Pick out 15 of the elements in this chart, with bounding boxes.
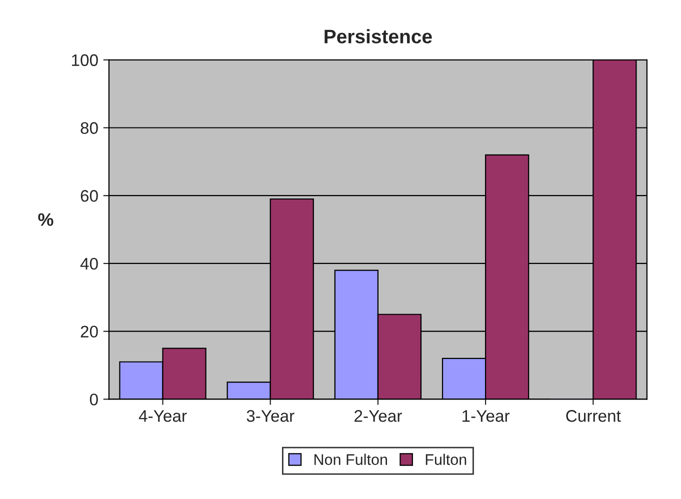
x-tick-label: 2-Year	[354, 410, 402, 422]
y-tick-label: 0	[90, 394, 98, 406]
y-tick-label: 80	[80, 122, 98, 134]
x-tick-label: 3-Year	[246, 410, 294, 422]
x-tick-label: 1-Year	[462, 410, 510, 422]
chart-title: Persistence	[324, 29, 432, 44]
y-tick-label: 60	[80, 190, 98, 202]
x-tick-label: 4-Year	[138, 410, 187, 422]
legend-label: Fulton	[426, 454, 466, 465]
y-tick-label: 100	[72, 54, 98, 66]
legend-label: Non Fulton	[314, 454, 387, 465]
y-tick-label: 40	[80, 258, 98, 270]
y-tick-label: 20	[80, 326, 98, 338]
x-tick-label: Current	[566, 410, 621, 422]
y-axis-title: %	[38, 213, 54, 226]
